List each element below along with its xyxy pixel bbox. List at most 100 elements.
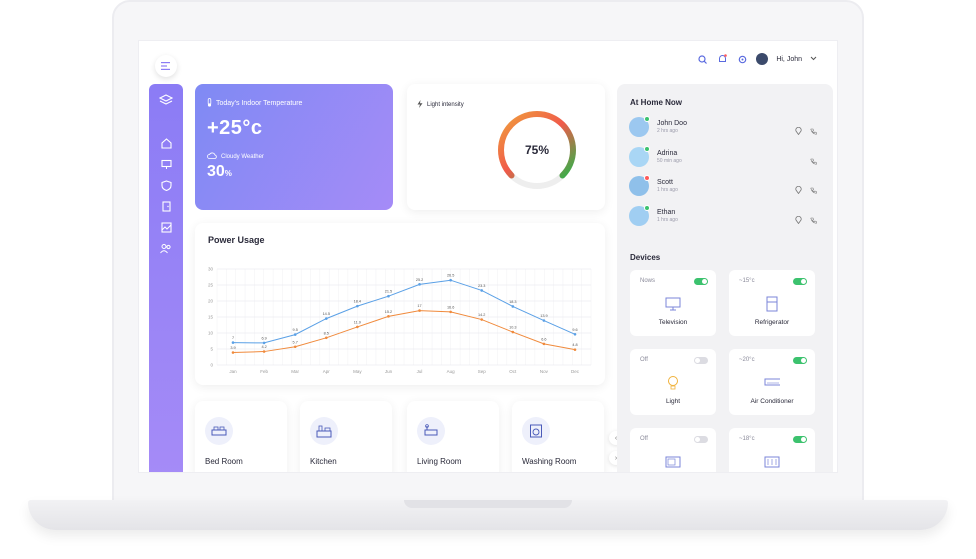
chevron-down-icon[interactable] xyxy=(810,56,817,63)
data-label: 9.6 xyxy=(572,328,577,332)
presence-dot xyxy=(644,116,650,122)
light-gauge-arc xyxy=(498,111,576,179)
temperature-value: +25°c xyxy=(207,117,263,139)
laptop-notch xyxy=(404,500,572,508)
monitor-icon[interactable] xyxy=(160,158,172,170)
y-tick-label: 15 xyxy=(208,315,214,320)
hamburger-icon xyxy=(161,62,170,70)
x-tick-label: Sep xyxy=(478,369,487,374)
device-toggle[interactable] xyxy=(694,278,708,285)
device-label: Television xyxy=(658,319,688,326)
washing-machine-icon xyxy=(522,417,550,445)
users-icon[interactable] xyxy=(160,242,172,254)
avatar xyxy=(629,175,650,196)
phone-icon[interactable] xyxy=(810,181,817,199)
data-point xyxy=(356,304,359,308)
person-row[interactable]: John Doo 2 hrs ago xyxy=(629,114,819,140)
device-card-microwave[interactable]: Off xyxy=(630,428,716,472)
data-point xyxy=(387,315,390,318)
data-point xyxy=(449,310,452,314)
person-time: 2 hrs ago xyxy=(657,128,678,134)
temperature-card: Today's Indoor Temperature +25°c Cloudy … xyxy=(195,84,393,210)
device-status: ~15°c xyxy=(739,278,755,284)
device-toggle[interactable] xyxy=(793,436,807,443)
x-tick-label: Mar xyxy=(291,369,299,374)
temperature-label: Today's Indoor Temperature xyxy=(216,100,303,107)
phone-icon[interactable] xyxy=(810,211,817,229)
home-icon[interactable] xyxy=(160,137,172,149)
data-label: 21.5 xyxy=(385,290,392,294)
location-icon[interactable] xyxy=(795,181,802,199)
person-row[interactable]: Ethan 1 hrs ago xyxy=(629,203,819,229)
thermometer-icon xyxy=(207,98,212,109)
light-value: 75% xyxy=(524,143,550,157)
person-actions xyxy=(795,211,817,229)
presence-dot xyxy=(644,146,650,152)
device-toggle[interactable] xyxy=(694,436,708,443)
data-point xyxy=(324,317,328,320)
device-toggle[interactable] xyxy=(694,357,708,364)
data-label: 5.7 xyxy=(293,340,298,344)
microwave-icon xyxy=(665,454,681,470)
room-card-washing-room[interactable]: Washing Room xyxy=(512,401,604,472)
person-actions xyxy=(810,152,817,170)
person-actions xyxy=(795,181,817,199)
room-label: Washing Room xyxy=(522,457,577,466)
image-icon[interactable] xyxy=(160,221,172,233)
device-card-air-conditioner[interactable]: ~20°c Air Conditioner xyxy=(729,349,815,415)
user-greeting[interactable]: Hi, John xyxy=(776,55,802,63)
gear-icon[interactable] xyxy=(736,53,748,65)
y-tick-label: 5 xyxy=(210,347,213,352)
bell-icon[interactable] xyxy=(716,53,728,65)
data-label: 6.9 xyxy=(261,336,266,340)
layers-logo-icon[interactable] xyxy=(158,94,174,113)
television-icon xyxy=(665,296,681,312)
data-label: 10.3 xyxy=(509,326,516,330)
device-card-light[interactable]: Off Light xyxy=(630,349,716,415)
location-icon[interactable] xyxy=(795,211,802,229)
device-card-heater[interactable]: ~18°c xyxy=(729,428,815,472)
x-tick-label: Jul xyxy=(417,369,423,374)
data-point xyxy=(480,318,484,321)
room-card-living-room[interactable]: Living Room xyxy=(407,401,499,472)
door-icon[interactable] xyxy=(160,200,172,212)
series-line xyxy=(232,279,576,344)
data-label: 6.6 xyxy=(541,337,546,341)
room-card-kitchen[interactable]: Kitchen xyxy=(300,401,392,472)
data-point xyxy=(231,351,235,354)
device-card-refrigerator[interactable]: ~15°c Refrigerator xyxy=(729,270,815,336)
person-row[interactable]: Adrina 50 min ago xyxy=(629,144,819,170)
person-name: John Doo xyxy=(657,120,687,127)
shield-icon[interactable] xyxy=(160,179,172,191)
search-icon[interactable] xyxy=(696,53,708,65)
data-point xyxy=(293,345,297,349)
lightbulb-icon xyxy=(665,375,681,391)
data-label: 14.5 xyxy=(323,312,330,316)
x-tick-label: Oct xyxy=(509,369,517,374)
data-point xyxy=(573,332,577,336)
device-toggle[interactable] xyxy=(793,278,807,285)
air-conditioner-icon xyxy=(764,375,780,391)
data-label: 18.4 xyxy=(354,300,361,304)
phone-icon[interactable] xyxy=(810,152,817,170)
device-card-television[interactable]: Nows Television xyxy=(630,270,716,336)
data-point xyxy=(573,348,577,351)
location-icon[interactable] xyxy=(795,122,802,140)
weather-label: Cloudy Weather xyxy=(221,153,264,160)
person-name: Scott xyxy=(657,179,673,186)
phone-icon[interactable] xyxy=(810,122,817,140)
light-label: Light intensity xyxy=(427,102,464,108)
temperature-title: Today's Indoor Temperature xyxy=(207,98,381,109)
person-row[interactable]: Scott 1 hrs ago xyxy=(629,173,819,199)
data-point xyxy=(542,319,546,322)
light-intensity-card: Light intensity 75% xyxy=(407,84,605,210)
device-toggle[interactable] xyxy=(793,357,807,364)
heater-icon xyxy=(764,454,780,470)
humidity-unit: % xyxy=(224,169,232,178)
data-label: 4.8 xyxy=(572,343,577,347)
data-point xyxy=(356,325,359,329)
room-card-bed-room[interactable]: Bed Room xyxy=(195,401,287,472)
menu-toggle-button[interactable] xyxy=(155,55,177,77)
presence-dot xyxy=(644,175,650,181)
avatar[interactable] xyxy=(756,53,769,65)
